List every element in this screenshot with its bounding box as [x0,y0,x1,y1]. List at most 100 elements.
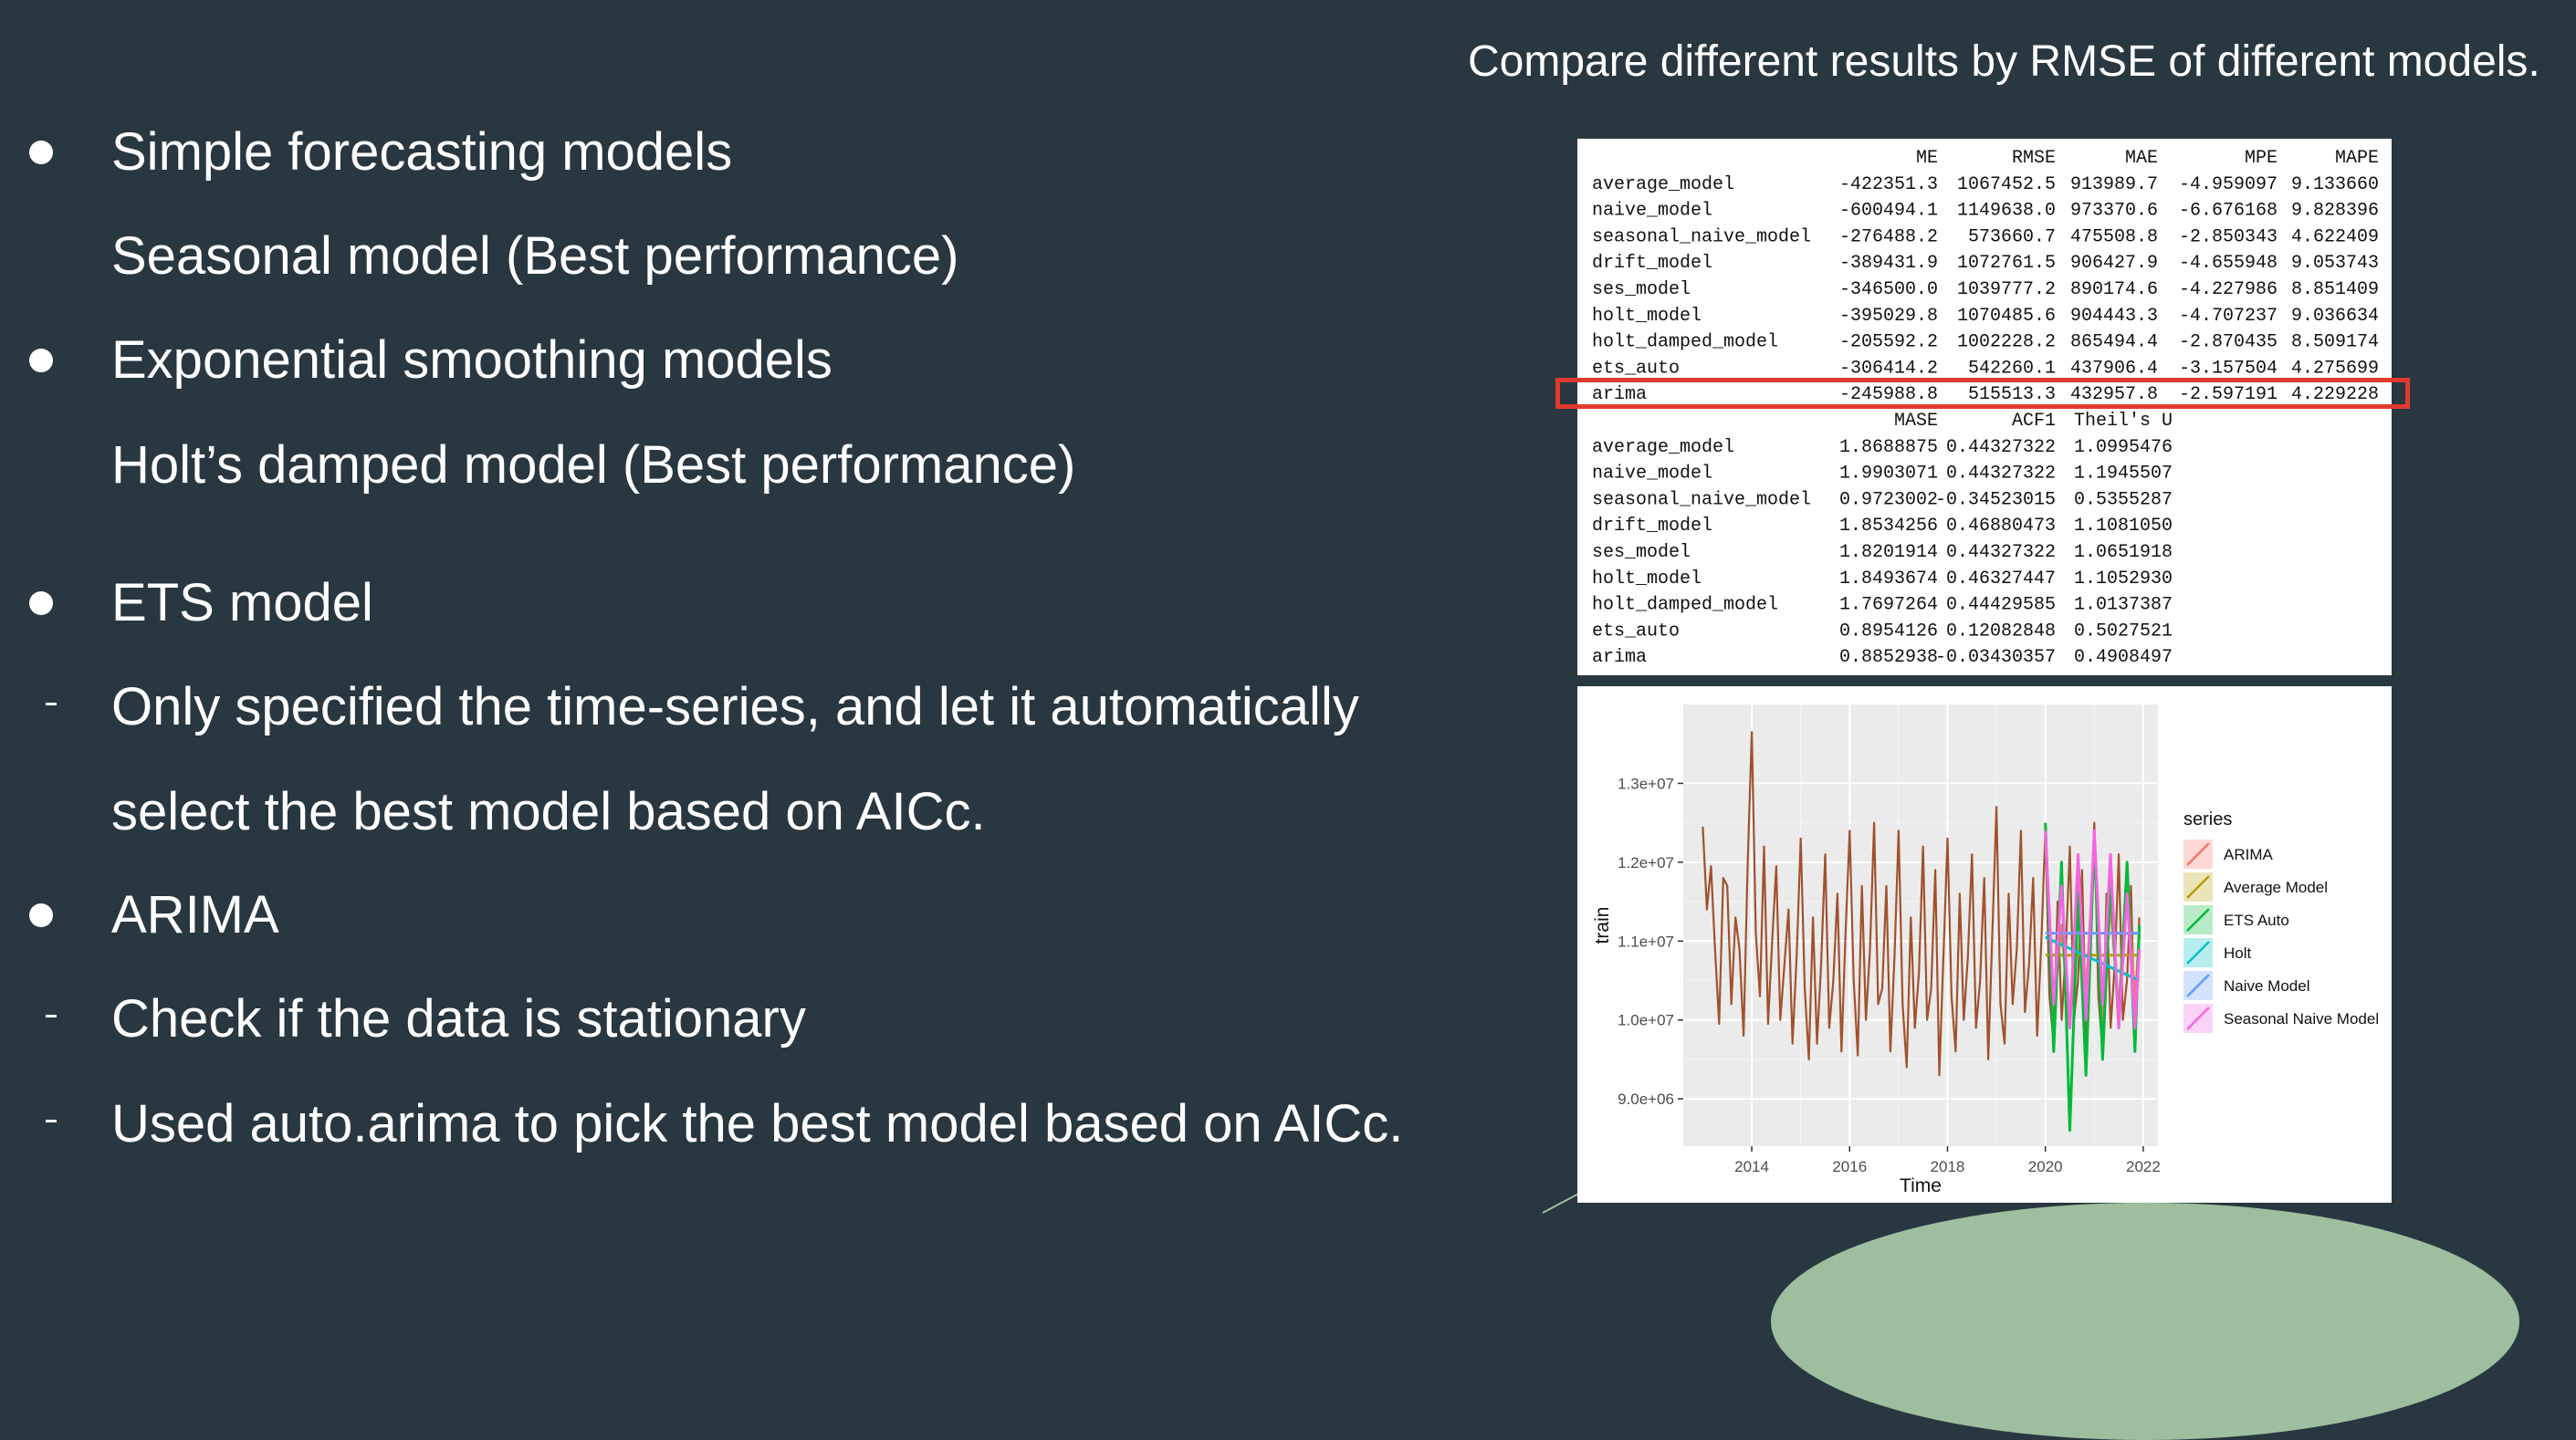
y-tick-label: 1.2e+07 [1618,854,1674,871]
table-row-label: arima [1592,384,1647,405]
bullet-text: Simple forecasting models [111,122,733,182]
table-cell: 542260.1 [1968,358,2056,379]
bullet-dash-icon [46,703,57,705]
table-cell: 515513.3 [1968,384,2056,405]
table-cell: -205592.2 [1839,332,1938,353]
table-row-label: average_model [1592,437,1734,458]
table-cell: 1039777.2 [1957,279,2056,300]
table-cell: 0.44429585 [1946,595,2056,616]
table-cell: 913989.7 [2070,174,2158,195]
table-cell: -3.157504 [2179,358,2278,379]
legend-key-line [2186,974,2210,997]
table-row-label: arima [1592,647,1647,668]
bullet-dot-icon [29,903,53,927]
legend-label: Seasonal Naive Model [2224,1010,2379,1028]
table-row-label: drift_model [1592,253,1712,274]
table-cell: 0.5355287 [2074,489,2173,510]
table-row-label: ets_auto [1592,621,1680,642]
table-cell: 865494.4 [2070,332,2158,353]
table-cell: 890174.6 [2070,279,2158,300]
table-cell: 0.44327322 [1946,464,2056,485]
table-cell: 1.9903071 [1839,464,1938,485]
table-cell: 904443.3 [2070,306,2158,327]
table-row-label: holt_damped_model [1592,332,1778,353]
bullet-list: Simple forecasting models Seasonal model … [0,0,1424,1228]
table-cell: 1070485.6 [1957,306,2056,327]
y-axis-title: train [1592,907,1613,944]
table-row-label: naive_model [1592,201,1712,222]
table-cell: 0.8954126 [1839,621,1938,642]
table-cell: 1.0137387 [2074,595,2173,616]
table-header-cell: MASE [1894,411,1938,432]
x-tick-label: 2022 [2126,1158,2161,1175]
table-cell: -389431.9 [1839,253,1938,274]
table-header-cell: Theil's U [2074,411,2173,432]
bullet-item: ETS model [0,562,1424,644]
legend-key-line [2186,1007,2210,1030]
table-row-label: ses_model [1592,279,1691,300]
legend-item: Naive Model [2183,971,2310,1000]
table-header-cell: MPE [2245,148,2278,169]
bullet-text: select the best model based on AICc. [111,782,986,841]
table-cell: 1.0995476 [2074,437,2173,458]
forecast-chart-panel: 2014 2016 2018 2020 2022 9.0e+06 1.0e+07 1.1e+0… [1577,686,2392,1203]
table-cell: -422351.3 [1839,174,1938,195]
table-cell: 0.5027521 [2074,621,2173,642]
table-cell: 437906.4 [2070,358,2158,379]
table-row-label: holt_damped_model [1592,595,1778,616]
decorative-arc [1771,1203,2519,1440]
legend-item: Seasonal Naive Model [2183,1004,2379,1033]
table-cell: 1149638.0 [1957,201,2056,222]
table-row-label: drift_model [1592,516,1712,537]
table-cell: 4.275699 [2291,358,2379,379]
table-cell: 1.1945507 [2074,464,2173,485]
table-cell: 1002228.2 [1957,332,2056,353]
legend-label: Holt [2224,944,2252,962]
table-cell: 432957.8 [2070,384,2158,405]
table-cell: -4.707237 [2179,306,2278,327]
legend-item: Average Model [2183,872,2328,902]
legend-item: Holt [2183,938,2252,967]
legend-title: series [2183,809,2232,830]
table-cell: -6.676168 [2179,201,2278,222]
bullet-item: Used auto.arima to pick the best model b… [0,1083,1424,1165]
table-cell: -4.959097 [2179,174,2278,195]
legend-label: Naive Model [2224,977,2310,995]
bullet-text: Exponential smoothing models [111,330,832,390]
x-tick-label: 2016 [1832,1158,1867,1175]
table-row-label: naive_model [1592,464,1712,485]
bullet-text: ARIMA [111,885,279,944]
table-row-label: seasonal_naive_model [1592,489,1811,510]
table-cell: 973370.6 [2070,201,2158,222]
table-cell: -2.850343 [2179,226,2278,247]
table-header-cell: MAPE [2335,148,2379,169]
bullet-item: Holt’s damped model (Best performance) [0,424,1424,506]
bullet-item: Simple forecasting models [0,111,1424,193]
bullet-text: ETS model [111,573,373,632]
table-cell: -0.34523015 [1935,489,2056,510]
table-cell: 1.0651918 [2074,542,2173,563]
bullet-item: select the best model based on AICc. [0,771,1424,853]
forecast-line-seasonal-naive-model [2044,829,2141,1029]
table-cell: 9.828396 [2291,201,2379,222]
table-cell: -346500.0 [1839,279,1938,300]
y-tick-label: 1.3e+07 [1618,775,1674,792]
table-cell: 0.12082848 [1946,621,2056,642]
legend-label: ARIMA [2224,846,2274,863]
table-cell: -0.03430357 [1935,647,2056,668]
legend-item: ETS Auto [2183,905,2289,934]
legend-key-line [2186,941,2210,965]
bullet-text: Holt’s damped model (Best performance) [111,435,1076,495]
table-cell: 1.8493674 [1839,569,1938,590]
table-header-cell: ME [1916,148,1938,169]
y-tick-label: 9.0e+06 [1618,1090,1674,1108]
table-cell: 1.8534256 [1839,516,1938,537]
table-cell: 1.1081050 [2074,516,2173,537]
table-cell: 475508.8 [2070,226,2158,247]
y-tick-label: 1.0e+07 [1618,1012,1674,1029]
bullet-text: Only specified the time-series, and let … [111,677,1359,736]
bullet-dash-icon [46,1120,57,1122]
table-cell: -276488.2 [1839,226,1938,247]
arima-highlight-box [1555,378,2410,409]
table-row-label: holt_model [1592,306,1702,327]
